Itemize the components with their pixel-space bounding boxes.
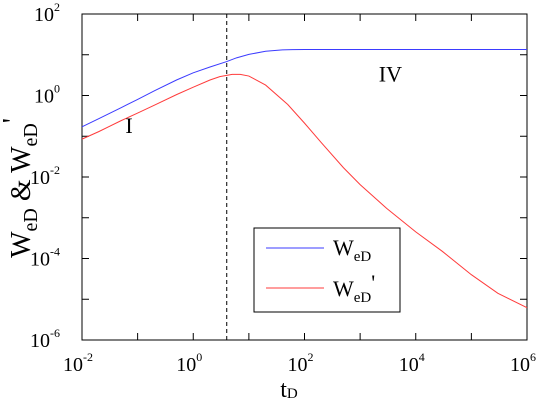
series-line-w-ed [81,48,527,128]
y-tick-label: 100 [34,82,60,108]
y-tick-label: 10-2 [30,163,60,189]
legend-box [253,227,401,313]
x-tick-label: 102 [288,350,314,376]
x-tick-label: 10-2 [63,350,93,376]
region-labels: I IV [125,62,402,138]
series-layer [81,48,528,309]
legend: WeD WeD' [253,227,401,313]
y-tick-label: 102 [34,0,60,26]
y-tick-label: 10-4 [30,245,60,271]
region-label: I [125,113,132,138]
x-tick-label: 104 [399,350,425,376]
legend-label-w-ed-prime: WeD' [333,270,375,306]
y-axis-label: WeD & WeD' [0,118,42,258]
y-tick-label: 10-6 [30,326,60,352]
tick-labels: 10-2 100 102 104 106 10-6 10-4 10-2 100 102 [30,0,536,376]
tick-marks [81,13,528,341]
series-line-w-ed-prime [81,73,528,309]
x-tick-label: 100 [176,350,202,376]
region-label: IV [379,62,402,87]
x-axis-label: tD [280,377,298,403]
legend-label-w-ed: WeD [333,235,371,265]
x-tick-label: 106 [510,350,536,376]
